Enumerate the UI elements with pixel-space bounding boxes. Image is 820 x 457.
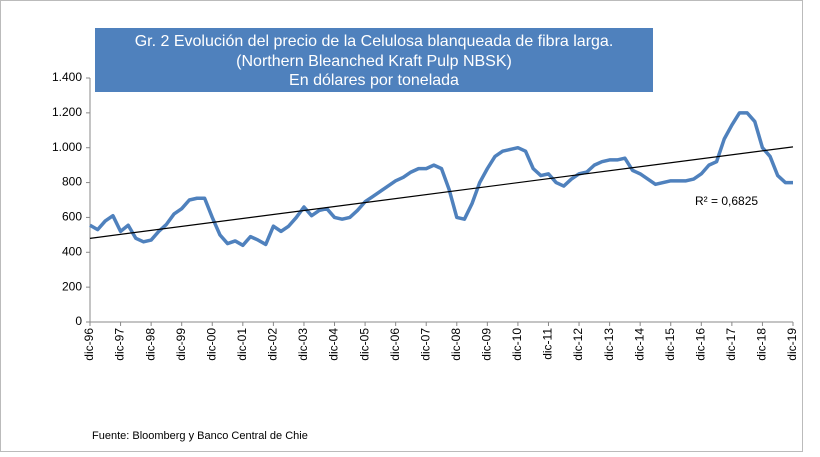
y-tick-label: 800 (62, 175, 82, 189)
x-tick-label: dic-00 (204, 328, 218, 361)
x-tick-label: dic-12 (571, 328, 585, 361)
x-tick-label: dic-06 (388, 328, 402, 361)
price-line (89, 111, 793, 248)
x-tick-label: dic-03 (296, 328, 310, 361)
y-tick-label: 600 (62, 210, 82, 224)
x-tick-label: dic-02 (266, 328, 280, 361)
x-tick-label: dic-15 (663, 328, 677, 361)
x-tick-label: dic-97 (113, 328, 127, 361)
x-tick-label: dic-09 (480, 328, 494, 361)
chart-subtitle: En dólares por tonelada (289, 72, 459, 89)
x-tick-label: dic-96 (82, 328, 96, 361)
x-tick-label: dic-17 (724, 328, 738, 361)
x-tick-label: dic-05 (357, 328, 371, 361)
y-tick-label: 0 (75, 314, 82, 328)
trend-line (89, 146, 794, 239)
x-tick-label: dic-10 (510, 328, 524, 361)
x-tick-label: dic-01 (235, 328, 249, 361)
x-tick-label: dic-08 (449, 328, 463, 361)
x-tick-label: dic-14 (632, 328, 646, 361)
y-tick-label: 1.200 (52, 105, 82, 119)
trend-label: R² = 0,6825 (695, 194, 758, 208)
x-tick-label: dic-07 (418, 328, 432, 361)
x-tick-label: dic-99 (174, 328, 188, 361)
x-tick-label: dic-19 (785, 328, 799, 361)
x-tick-label: dic-16 (693, 328, 707, 361)
y-tick-label: 400 (62, 244, 82, 258)
x-tick-label: dic-04 (327, 328, 341, 361)
x-tick-label: dic-18 (755, 328, 769, 361)
x-tick-label: dic-98 (143, 328, 157, 361)
y-tick-label: 1.400 (52, 70, 82, 84)
x-tick-label: dic-13 (602, 328, 616, 361)
y-tick-label: 1.000 (52, 140, 82, 154)
chart-subtitle: (Northern Bleanched Kraft Pulp NBSK) (236, 53, 512, 70)
y-tick-label: 200 (62, 279, 82, 293)
title-box (95, 28, 653, 92)
chart-title: Gr. 2 Evolución del precio de la Celulos… (135, 33, 614, 50)
x-tick-label: dic-11 (541, 328, 555, 360)
source-note: Fuente: Bloomberg y Banco Central de Chi… (92, 430, 308, 442)
